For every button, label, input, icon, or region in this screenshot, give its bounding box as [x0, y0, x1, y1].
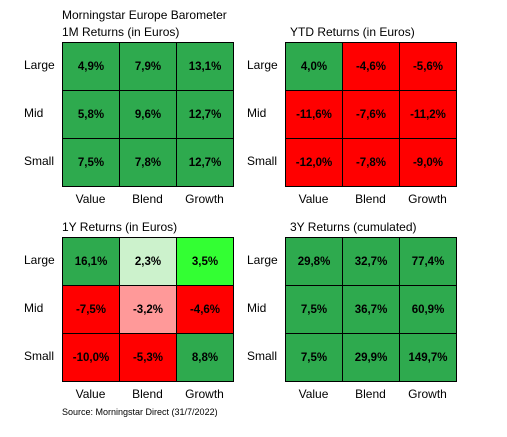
column-label: Blend	[355, 387, 386, 401]
column-label: Value	[75, 387, 106, 401]
heatmap-cell: -11,2%	[399, 90, 457, 139]
column-label: Blend	[355, 192, 386, 206]
heatmap-cell: 4,0%	[285, 42, 343, 91]
row-label: Small	[247, 154, 278, 168]
row-label: Large	[247, 58, 278, 72]
heatmap-cell: 60,9%	[399, 285, 457, 334]
panel-title-3y: 3Y Returns (cumulated)	[290, 220, 417, 234]
panel-title-1m: 1M Returns (in Euros)	[62, 25, 180, 39]
column-label: Growth	[185, 387, 224, 401]
heatmap-cell: 12,7%	[176, 138, 234, 187]
row-label: Large	[24, 253, 55, 267]
heatmap-cell: 13,1%	[176, 42, 234, 91]
heatmap-cell: 7,5%	[285, 333, 343, 382]
heatmap-cell: -5,6%	[399, 42, 457, 91]
heatmap-cell: 149,7%	[399, 333, 457, 382]
column-label: Blend	[132, 387, 163, 401]
heatmap-cell: 2,3%	[119, 237, 177, 286]
page-title: Morningstar Europe Barometer	[62, 8, 227, 22]
heatmap-cell: 16,1%	[62, 237, 120, 286]
heatmap-cell: -7,8%	[342, 138, 400, 187]
row-label: Large	[247, 253, 278, 267]
heatmap-cell: 7,8%	[119, 138, 177, 187]
row-label: Mid	[247, 301, 267, 315]
source-note: Source: Morningstar Direct (31/7/2022)	[62, 407, 218, 417]
heatmap-cell: 32,7%	[342, 237, 400, 286]
row-label: Small	[247, 349, 278, 363]
column-label: Blend	[132, 192, 163, 206]
heatmap-cell: 5,8%	[62, 90, 120, 139]
heatmap-cell: -5,3%	[119, 333, 177, 382]
heatmap-cell: 9,6%	[119, 90, 177, 139]
heatmap-cell: -4,6%	[342, 42, 400, 91]
heatmap-cell: 8,8%	[176, 333, 234, 382]
column-label: Growth	[185, 192, 224, 206]
heatmap-cell: -11,6%	[285, 90, 343, 139]
row-label: Small	[24, 349, 55, 363]
panel-title-ytd: YTD Returns (in Euros)	[290, 25, 415, 39]
heatmap-cell: 7,5%	[285, 285, 343, 334]
heatmap-cell: -7,6%	[342, 90, 400, 139]
row-label: Large	[24, 58, 55, 72]
heatmap-cell: -10,0%	[62, 333, 120, 382]
heatmap-cell: -7,5%	[62, 285, 120, 334]
heatmap-cell: 12,7%	[176, 90, 234, 139]
row-label: Mid	[24, 301, 44, 315]
heatmap-cell: -9,0%	[399, 138, 457, 187]
heatmap-cell: -3,2%	[119, 285, 177, 334]
row-label: Small	[24, 154, 55, 168]
heatmap-cell: 3,5%	[176, 237, 234, 286]
heatmap-cell: 29,9%	[342, 333, 400, 382]
heatmap-cell: -4,6%	[176, 285, 234, 334]
column-label: Growth	[408, 387, 447, 401]
heatmap-cell: 7,5%	[62, 138, 120, 187]
heatmap-cell: 36,7%	[342, 285, 400, 334]
column-label: Value	[75, 192, 106, 206]
column-label: Value	[298, 387, 329, 401]
column-label: Value	[298, 192, 329, 206]
row-label: Mid	[24, 106, 44, 120]
column-label: Growth	[408, 192, 447, 206]
row-label: Mid	[247, 106, 267, 120]
heatmap-cell: 7,9%	[119, 42, 177, 91]
panel-title-1y: 1Y Returns (in Euros)	[62, 220, 178, 234]
heatmap-cell: -12,0%	[285, 138, 343, 187]
heatmap-cell: 29,8%	[285, 237, 343, 286]
heatmap-cell: 77,4%	[399, 237, 457, 286]
heatmap-cell: 4,9%	[62, 42, 120, 91]
